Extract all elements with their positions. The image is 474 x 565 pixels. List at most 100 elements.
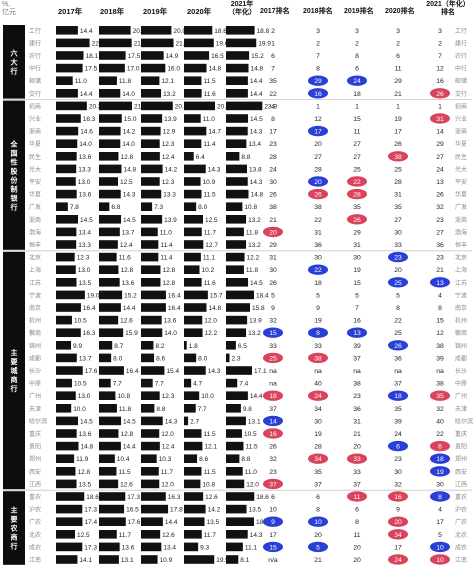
rank-badge <box>430 277 450 288</box>
rank-label: 15 <box>269 330 277 337</box>
bar <box>184 353 197 363</box>
rank-label: 26 <box>436 91 444 98</box>
bar-value-label: 13.1 <box>121 557 134 564</box>
rank-label: 26 <box>269 280 277 287</box>
bar <box>226 454 240 463</box>
bar <box>226 189 249 199</box>
bank-name-right: 长沙 <box>455 367 467 375</box>
bar-value-label: 15.2 <box>124 292 137 299</box>
bar <box>141 404 155 413</box>
rank-label: 37 <box>269 406 277 413</box>
bar <box>141 479 160 489</box>
bar <box>184 492 204 501</box>
bar <box>226 63 249 73</box>
bar <box>56 290 85 300</box>
rank-label: 31 <box>314 229 322 236</box>
rank-label: 37 <box>353 481 361 488</box>
rank-label: 6 <box>355 66 359 73</box>
rank-label: 20 <box>269 229 277 236</box>
bank-name-right: 浙商 <box>455 216 467 224</box>
bar <box>226 555 239 564</box>
group-label: 主要农商行 <box>10 506 18 551</box>
bar <box>141 290 166 300</box>
bar <box>184 454 198 463</box>
group-label: 主要城商行 <box>10 348 18 393</box>
rank-label: 26 <box>269 192 277 199</box>
bar <box>141 353 155 363</box>
rank-label: 11 <box>353 129 360 136</box>
bar-value-label: 12.4 <box>120 242 133 249</box>
rank-label: 30 <box>394 229 402 236</box>
rank-label: 20 <box>353 544 361 551</box>
bar-value-label: 10.8 <box>117 393 130 400</box>
rank-label: 21 <box>394 91 402 98</box>
bar-value-label: 14.5 <box>123 217 136 224</box>
bar-value-label: 13.9 <box>164 217 177 224</box>
rank-label: 24 <box>353 78 361 85</box>
bar-value-label: 2.7 <box>190 418 199 425</box>
unit-label: %, 亿元 <box>2 1 16 16</box>
bar <box>56 89 78 98</box>
bar <box>99 189 121 199</box>
rank-label: 38 <box>353 381 361 388</box>
rank-label: 6 <box>271 494 275 501</box>
bar <box>184 542 199 552</box>
rank-label: 28 <box>314 444 322 451</box>
bar-value-label: 17.5 <box>128 53 141 60</box>
rank-label: 20 <box>394 519 402 526</box>
bar-value-label: 14.1 <box>79 557 92 564</box>
bar <box>99 454 115 463</box>
bar <box>56 63 83 73</box>
bar-value-label: 11.7 <box>204 229 217 236</box>
rank-badge <box>308 516 328 527</box>
bank-name-left: 兴业 <box>29 115 41 123</box>
rank-label: 3 <box>438 28 442 35</box>
rank-badge <box>308 327 328 338</box>
bank-name-right: 邮储 <box>455 77 467 85</box>
bar-value-label: 12.8 <box>77 469 90 476</box>
rank-label: 5 <box>316 544 320 551</box>
bar <box>226 240 247 249</box>
bank-name-left: 广发 <box>29 203 41 211</box>
bar-value-label: 10.2 <box>202 267 215 274</box>
bank-name-left: 哈尔滨 <box>29 417 47 425</box>
rank-label: 31 <box>436 116 444 123</box>
bar <box>226 164 247 174</box>
bank-name-right: 广发 <box>455 203 467 211</box>
bar <box>141 303 166 312</box>
rank-label: 10 <box>436 557 444 564</box>
bar-value-label: 11.8 <box>246 229 259 236</box>
rank-label: 1 <box>355 103 359 110</box>
rank-label: 28 <box>353 192 361 199</box>
bar-value-label: 13.2 <box>248 217 261 224</box>
bar-value-label: 17.6 <box>85 368 98 375</box>
bar <box>56 278 77 287</box>
bank-name-right: 华夏 <box>455 191 467 199</box>
bar <box>184 139 202 148</box>
rank-label: 17 <box>436 519 444 526</box>
bar-value-label: 14.0 <box>122 91 135 98</box>
rank-badge <box>347 214 367 225</box>
bar-value-label: 13.1 <box>248 418 261 425</box>
bar <box>184 555 215 564</box>
bar <box>184 441 203 451</box>
bank-name-left: 江苏 <box>29 279 41 287</box>
bar-value-label: 14.4 <box>250 91 263 98</box>
bar <box>226 126 248 136</box>
bar-value-label: 9.8 <box>243 406 252 413</box>
bar-value-label: 16.5 <box>126 507 139 514</box>
bar <box>226 404 241 413</box>
rank-label: 16 <box>269 431 277 438</box>
rank-label: 35 <box>269 78 277 85</box>
bar <box>99 139 121 148</box>
bar-value-label: 13.6 <box>122 280 135 287</box>
bank-name-right: 工行 <box>455 27 467 35</box>
bar <box>56 227 77 237</box>
rank-label: 21 <box>353 431 361 438</box>
bank-name-left: 广州 <box>29 392 41 400</box>
rank-label: 1 <box>271 40 275 47</box>
rank-label: 5 <box>355 292 359 299</box>
bar-value-label: 14.5 <box>80 217 93 224</box>
rank-label: 32 <box>436 204 444 211</box>
bar <box>141 517 163 526</box>
